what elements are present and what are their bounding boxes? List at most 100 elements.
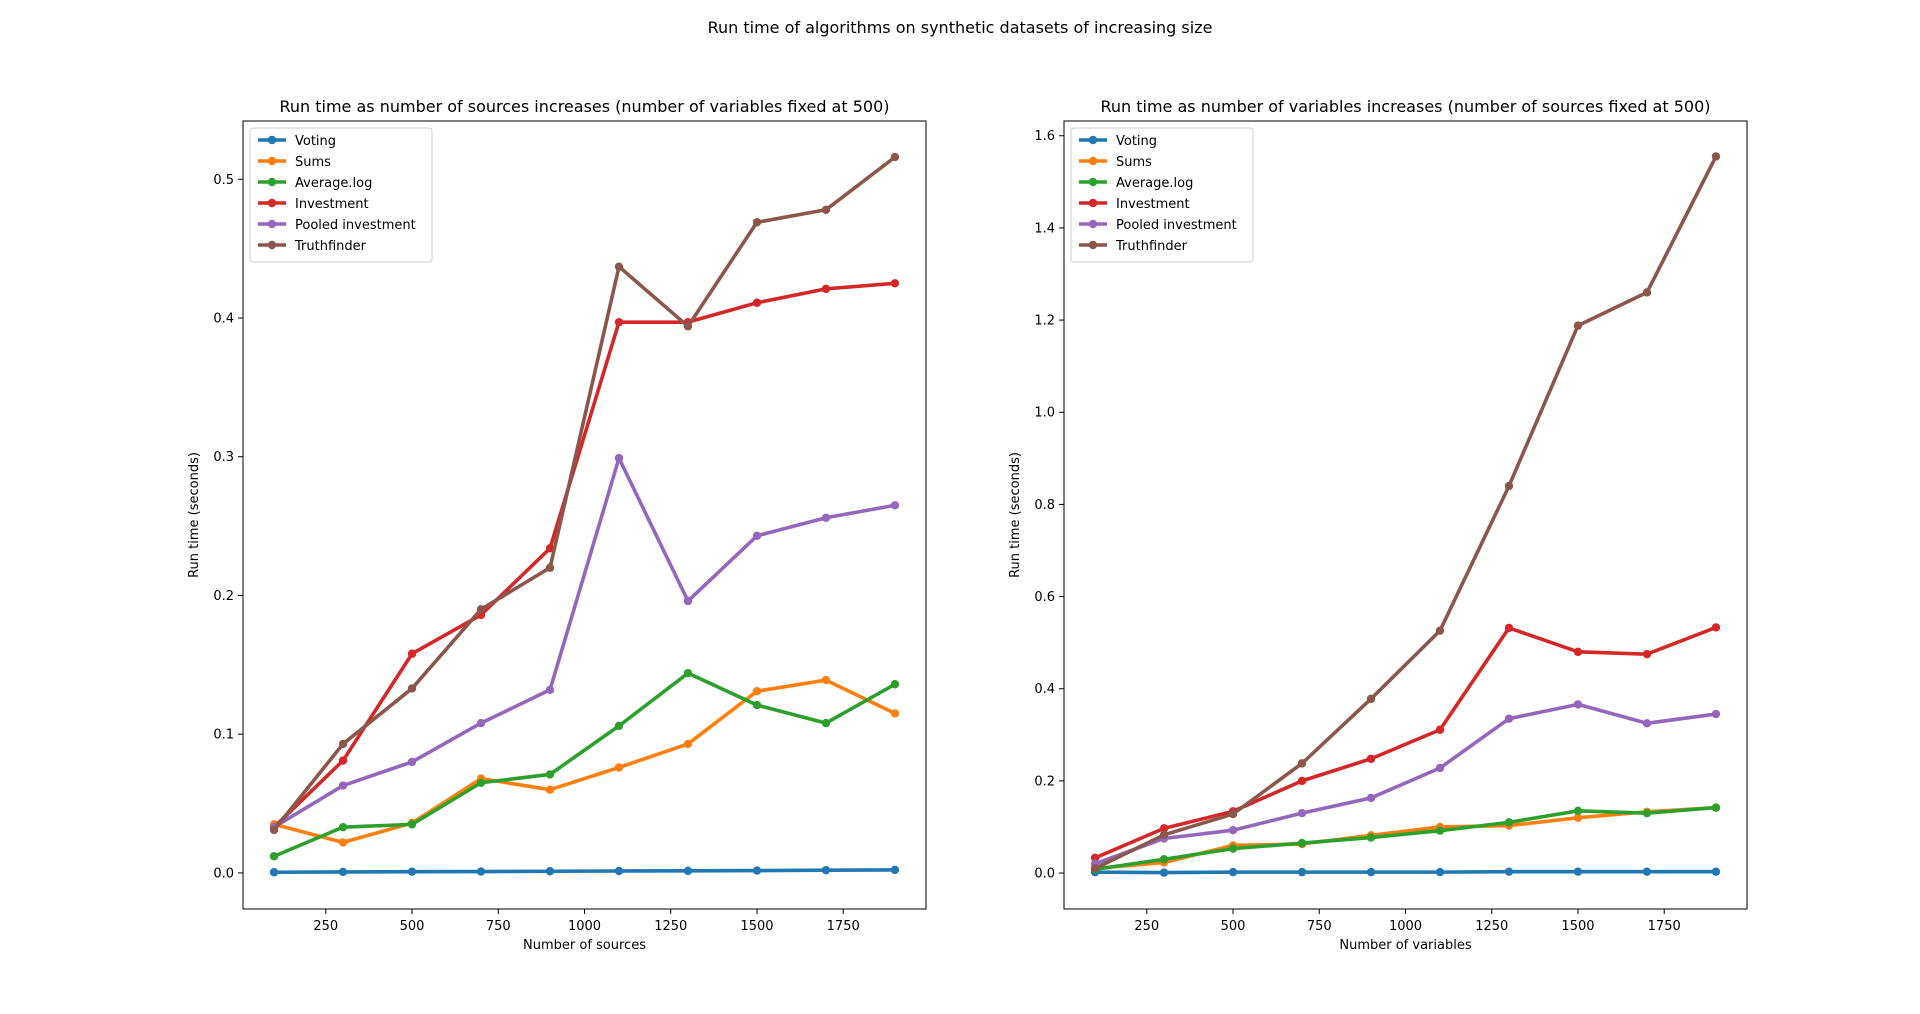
legend-label-truthfinder: Truthfinder — [1115, 239, 1188, 254]
data-point-voting — [1228, 867, 1238, 877]
y-tick-label: 0.8 — [1034, 498, 1055, 513]
legend-marker-average-log — [267, 177, 277, 187]
chart-variables: Run time as number of variables increase… — [1008, 97, 1748, 953]
legend-label-pooled-investment: Pooled investment — [1116, 218, 1237, 233]
data-point-truthfinder — [269, 825, 279, 835]
data-point-average-log — [1504, 818, 1514, 827]
legend: Voting Sums Average.log Investment Pooled in… — [1070, 127, 1254, 263]
data-point-pooled-investment — [545, 685, 555, 694]
data-point-pooled-investment — [1642, 719, 1652, 728]
data-point-voting — [476, 867, 486, 876]
legend-marker-voting — [267, 135, 277, 145]
series-line-truthfinder — [1092, 154, 1719, 871]
data-point-average-log — [1573, 806, 1583, 816]
data-point-sums — [821, 675, 831, 685]
legend-marker-pooled-investment — [267, 219, 277, 229]
y-tick-label: 0.2 — [213, 589, 234, 604]
x-tick-label: 750 — [1307, 919, 1332, 934]
data-point-investment — [338, 756, 348, 765]
chart-title: Run time as number of sources increases … — [279, 97, 889, 116]
y-tick-label: 1.2 — [1034, 314, 1055, 329]
data-point-pooled-investment — [476, 718, 486, 728]
data-point-truthfinder — [1366, 694, 1376, 704]
x-tick-label: 1750 — [1648, 919, 1681, 934]
data-point-investment — [890, 279, 900, 288]
data-point-pooled-investment — [1504, 714, 1514, 723]
data-point-pooled-investment — [1228, 826, 1238, 835]
data-point-sums — [752, 686, 762, 696]
data-point-investment — [614, 317, 624, 327]
data-point-truthfinder — [1159, 830, 1169, 840]
data-point-voting — [1297, 867, 1307, 877]
legend-marker-investment — [267, 198, 277, 208]
data-point-average-log — [683, 668, 693, 678]
y-axis-label: Run time (seconds) — [1008, 452, 1023, 578]
series-line-investment — [1092, 625, 1719, 861]
chart-title: Run time as number of variables increase… — [1100, 97, 1710, 116]
data-point-average-log — [1711, 803, 1721, 812]
legend-marker-truthfinder — [1088, 240, 1098, 250]
legend-box — [249, 127, 433, 263]
x-axis-label: Number of variables — [1339, 938, 1471, 953]
data-point-pooled-investment — [1435, 763, 1445, 773]
x-tick-label: 1500 — [1561, 919, 1594, 934]
data-point-investment — [407, 649, 417, 658]
data-point-truthfinder — [476, 605, 486, 614]
data-point-truthfinder — [545, 563, 555, 572]
data-point-voting — [821, 865, 831, 875]
data-point-pooled-investment — [683, 596, 693, 606]
data-point-voting — [890, 865, 900, 875]
legend-label-pooled-investment: Pooled investment — [295, 218, 416, 233]
legend-marker-sums — [267, 156, 277, 166]
data-point-pooled-investment — [614, 453, 624, 463]
data-point-investment — [1573, 647, 1583, 657]
series-line-truthfinder — [271, 154, 898, 833]
figure-suptitle: Run time of algorithms on synthetic data… — [708, 18, 1213, 37]
data-point-voting — [1435, 867, 1445, 877]
data-point-sums — [683, 739, 693, 749]
data-point-average-log — [407, 820, 417, 829]
data-point-investment — [1642, 649, 1652, 659]
data-point-truthfinder — [890, 152, 900, 162]
series-line-voting — [1093, 869, 1718, 875]
data-point-investment — [1711, 623, 1721, 632]
data-point-voting — [614, 866, 624, 876]
data-point-pooled-investment — [752, 531, 762, 541]
data-point-sums — [338, 838, 348, 847]
data-point-truthfinder — [614, 262, 624, 271]
legend-label-investment: Investment — [295, 197, 369, 212]
data-point-investment — [545, 544, 555, 553]
data-point-average-log — [614, 721, 624, 731]
legend-label-truthfinder: Truthfinder — [294, 239, 367, 254]
legend-marker-average-log — [1088, 177, 1098, 187]
legend-marker-pooled-investment — [1088, 219, 1098, 229]
y-tick-label: 0.5 — [213, 173, 234, 188]
data-point-truthfinder — [821, 205, 831, 214]
data-point-average-log — [545, 770, 555, 779]
data-point-pooled-investment — [1711, 709, 1721, 719]
legend-label-sums: Sums — [295, 155, 331, 170]
legend-label-sums: Sums — [1116, 155, 1152, 170]
legend-marker-sums — [1088, 156, 1098, 166]
legend: Voting Sums Average.log Investment Pooled in… — [249, 127, 433, 263]
data-point-sums — [1573, 813, 1583, 822]
data-point-truthfinder — [1573, 321, 1583, 330]
data-point-voting — [752, 866, 762, 875]
chart-sources: Run time as number of sources increases … — [187, 97, 927, 953]
data-point-pooled-investment — [890, 501, 900, 510]
data-point-investment — [821, 284, 831, 294]
y-tick-label: 0.3 — [213, 450, 234, 465]
data-point-investment — [1159, 824, 1169, 833]
data-point-truthfinder — [1504, 481, 1514, 491]
data-point-average-log — [1297, 838, 1307, 848]
data-point-truthfinder — [338, 739, 348, 749]
data-point-truthfinder — [1228, 809, 1238, 819]
data-point-investment — [1297, 776, 1307, 786]
data-point-investment — [1504, 623, 1514, 633]
data-point-average-log — [821, 718, 831, 728]
x-tick-label: 1750 — [827, 919, 860, 934]
data-point-sums — [545, 785, 555, 794]
data-point-average-log — [1159, 855, 1169, 864]
